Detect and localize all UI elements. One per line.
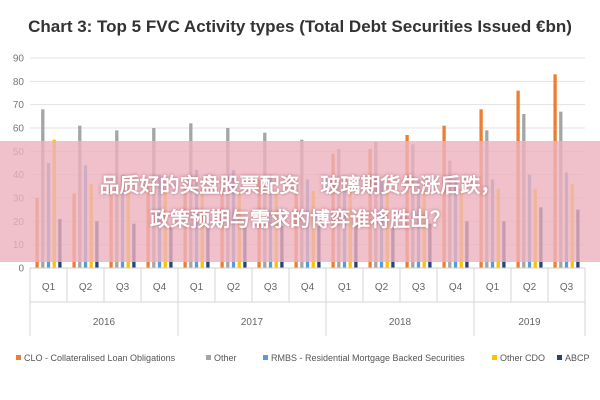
category-label: Q1 — [42, 282, 56, 293]
legend-label: Other CDO — [500, 353, 545, 363]
y-tick-label: 0 — [18, 264, 24, 275]
y-tick-label: 70 — [13, 100, 25, 111]
chart-title: Chart 3: Top 5 FVC Activity types (Total… — [28, 17, 572, 36]
category-label: Q2 — [523, 282, 537, 293]
category-label: Q2 — [79, 282, 93, 293]
category-label: Q1 — [486, 282, 500, 293]
category-label: Q3 — [116, 282, 130, 293]
category-label: Q3 — [560, 282, 574, 293]
category-label: Q1 — [338, 282, 352, 293]
category-label: Q4 — [449, 282, 463, 293]
y-tick-label: 60 — [13, 124, 25, 135]
y-tick-label: 90 — [13, 54, 25, 65]
category-label: Q4 — [153, 282, 167, 293]
overlay-banner: 品质好的实盘股票配资 ​ ​ 玻璃期货先涨后跌， 政策预期与需求的博弈谁将胜出？ — [0, 141, 600, 262]
y-tick-label: 80 — [13, 77, 25, 88]
category-label: Q1 — [190, 282, 204, 293]
category-label: Q3 — [264, 282, 278, 293]
legend-swatch — [492, 355, 497, 360]
overlay-line-2: 政策预期与需求的博弈谁将胜出？ — [150, 206, 450, 231]
category-label: Q2 — [375, 282, 389, 293]
category-label: Q4 — [301, 282, 315, 293]
legend-label: RMBS - Residential Mortgage Backed Secur… — [271, 353, 465, 363]
legend-swatch — [557, 355, 562, 360]
legend-label: Other — [214, 353, 237, 363]
overlay-line-1: 品质好的实盘股票配资 ​ ​ 玻璃期货先涨后跌， — [99, 172, 501, 197]
year-label: 2018 — [389, 317, 412, 328]
legend-swatch — [263, 355, 268, 360]
category-label: Q2 — [227, 282, 241, 293]
year-label: 2016 — [93, 317, 116, 328]
category-label: Q3 — [412, 282, 426, 293]
legend-swatch — [206, 355, 211, 360]
legend-label: CLO - Collateralised Loan Obligations — [24, 353, 176, 363]
year-label: 2017 — [241, 317, 264, 328]
x-axis: Q1 Q2 Q3 Q4 Q1 Q2 Q3 Q4 Q1 Q2 Q3 Q4 Q1 Q2 Q3 2016 2017 20… — [29, 267, 586, 336]
legend-swatch — [16, 355, 21, 360]
legend-label: ABCP — [565, 353, 590, 363]
legend: CLO - Collateralised Loan Obligations Oth… — [16, 353, 590, 363]
year-label: 2019 — [518, 317, 541, 328]
